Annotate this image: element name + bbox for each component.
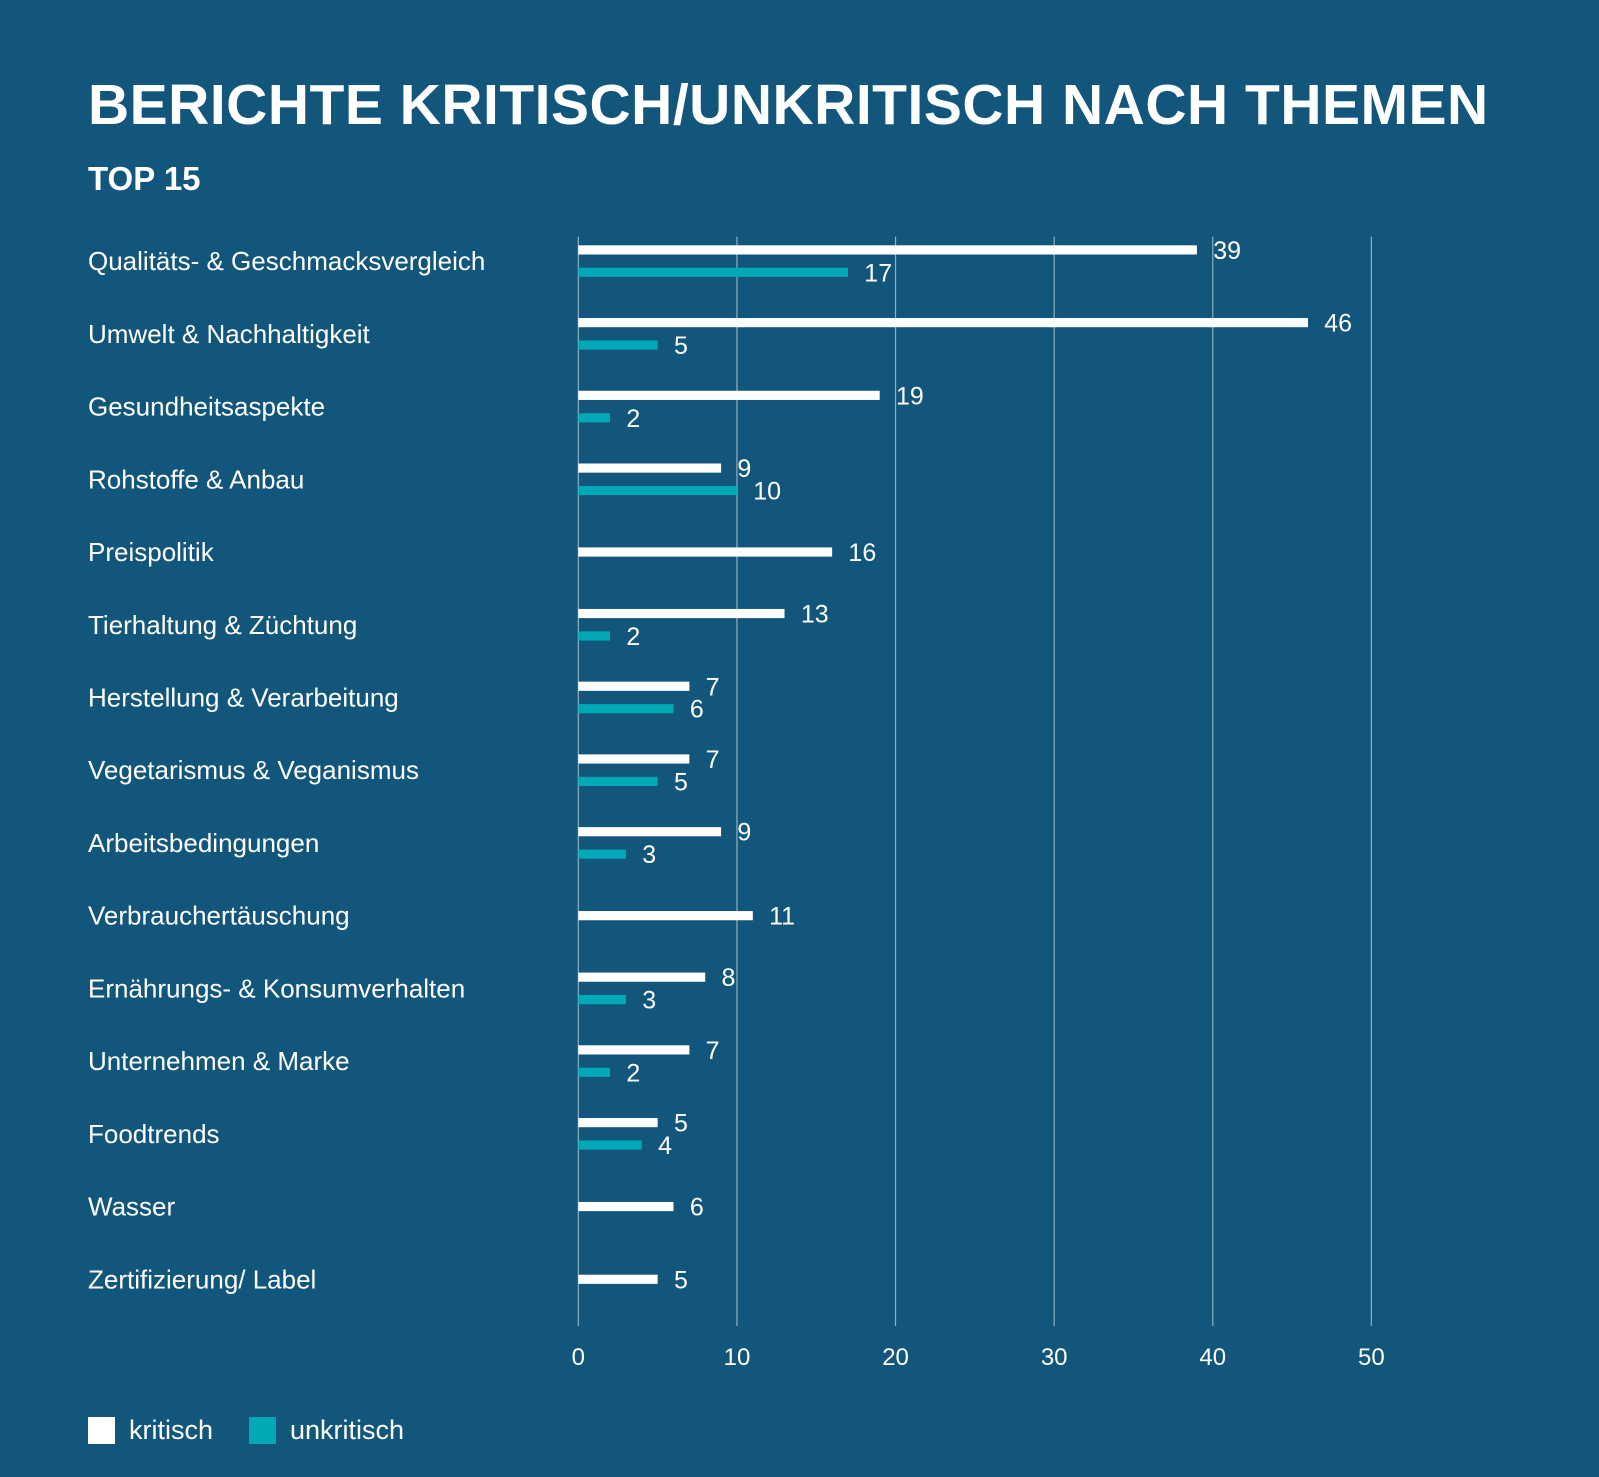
bar-kritisch <box>578 1045 690 1055</box>
category-label: Rohstoffe & Anbau <box>88 464 304 494</box>
value-label-kritisch: 7 <box>706 1037 720 1065</box>
bar-kritisch <box>578 318 1308 328</box>
bar-unkritisch <box>578 267 848 277</box>
bar-kritisch <box>578 547 833 557</box>
bar-kritisch <box>578 1118 658 1128</box>
bar-kritisch <box>578 608 785 619</box>
category-label: Ernährungs- & Konsumverhalten <box>88 973 465 1003</box>
chart-subtitle: TOP 15 <box>88 160 201 197</box>
bar-unkritisch <box>578 631 611 641</box>
category-label: Preispolitik <box>88 537 215 567</box>
bars <box>578 245 1308 1284</box>
value-label-kritisch: 5 <box>674 1266 688 1294</box>
value-label-kritisch: 39 <box>1213 237 1241 265</box>
value-label-unkritisch: 5 <box>674 332 688 360</box>
value-label-unkritisch: 2 <box>626 623 640 651</box>
bar-kritisch <box>578 681 690 691</box>
gridlines <box>577 236 1372 1326</box>
bar-unkritisch <box>578 849 626 859</box>
x-axis-ticks: 0 10 20 30 40 50 <box>572 1344 1385 1371</box>
bar-unkritisch <box>578 340 658 350</box>
category-label: Foodtrends <box>88 1119 220 1149</box>
value-label-kritisch: 7 <box>706 746 720 774</box>
bar-unkritisch <box>578 1140 642 1150</box>
value-label-kritisch: 6 <box>690 1194 704 1222</box>
value-label-unkritisch: 2 <box>626 405 640 433</box>
category-labels: Qualitäts- & Geschmacksvergleich Umwelt &… <box>88 246 485 1294</box>
x-tick-label: 0 <box>572 1344 585 1371</box>
category-label: Wasser <box>88 1192 175 1222</box>
category-label: Umwelt & Nachhaltigkeit <box>88 319 371 349</box>
value-label-unkritisch: 4 <box>658 1132 672 1160</box>
bar-unkritisch <box>578 485 737 496</box>
x-tick-label: 50 <box>1358 1344 1385 1371</box>
value-label-kritisch: 9 <box>737 455 751 483</box>
value-label-kritisch: 19 <box>896 382 924 410</box>
value-label-unkritisch: 10 <box>753 478 781 506</box>
legend-item-unkritisch: unkritisch <box>249 1415 404 1446</box>
chart-title: BERICHTE KRITISCH/UNKRITISCH NACH THEMEN <box>88 73 1489 137</box>
legend-label-unkritisch: unkritisch <box>290 1415 405 1445</box>
category-label: Vegetarismus & Veganismus <box>88 755 419 785</box>
legend: kritisch unkritisch <box>88 1415 440 1446</box>
bar-kritisch <box>578 911 753 921</box>
value-label-unkritisch: 5 <box>674 768 688 796</box>
value-label-kritisch: 46 <box>1324 310 1352 338</box>
bar-unkritisch <box>578 776 658 787</box>
bar-unkritisch <box>578 995 626 1005</box>
bar-unkritisch <box>578 704 674 714</box>
x-tick-label: 10 <box>724 1344 751 1371</box>
legend-swatch-unkritisch <box>249 1417 277 1444</box>
value-label-unkritisch: 17 <box>864 259 892 287</box>
x-tick-label: 20 <box>882 1344 909 1371</box>
value-label-kritisch: 9 <box>737 819 751 847</box>
legend-item-kritisch: kritisch <box>88 1415 213 1446</box>
value-label-unkritisch: 2 <box>626 1059 640 1087</box>
bar-kritisch <box>578 827 722 837</box>
value-label-kritisch: 5 <box>674 1110 688 1138</box>
value-label-kritisch: 7 <box>706 673 720 701</box>
bar-unkritisch <box>578 413 611 423</box>
category-label: Verbrauchertäuschung <box>88 901 350 931</box>
x-tick-label: 30 <box>1041 1344 1068 1371</box>
value-label-kritisch: 16 <box>848 539 876 567</box>
bar-unkritisch <box>578 1067 611 1077</box>
bar-kritisch <box>578 972 706 982</box>
category-label: Zertifizierung/ Label <box>88 1264 316 1294</box>
category-label: Tierhaltung & Züchtung <box>88 610 357 640</box>
category-label: Qualitäts- & Geschmacksvergleich <box>88 246 485 276</box>
category-label: Herstellung & Verarbeitung <box>88 682 399 712</box>
bar-kritisch <box>578 245 1197 255</box>
category-label: Unternehmen & Marke <box>88 1046 350 1076</box>
legend-label-kritisch: kritisch <box>129 1415 214 1445</box>
bar-kritisch <box>578 1201 674 1212</box>
value-label-kritisch: 8 <box>722 964 736 992</box>
legend-swatch-kritisch <box>88 1417 115 1444</box>
bar-kritisch <box>578 390 880 400</box>
value-label-unkritisch: 6 <box>690 696 704 724</box>
bar-kritisch <box>578 754 690 764</box>
value-label-unkritisch: 3 <box>642 841 656 869</box>
x-tick-label: 40 <box>1199 1344 1226 1371</box>
value-label-kritisch: 13 <box>801 601 829 629</box>
category-label: Arbeitsbedingungen <box>88 828 319 858</box>
category-label: Gesundheitsaspekte <box>88 392 325 422</box>
bar-kritisch <box>578 463 722 473</box>
bar-kritisch <box>578 1274 658 1284</box>
value-label-unkritisch: 3 <box>642 987 656 1015</box>
value-label-kritisch: 11 <box>769 903 795 931</box>
